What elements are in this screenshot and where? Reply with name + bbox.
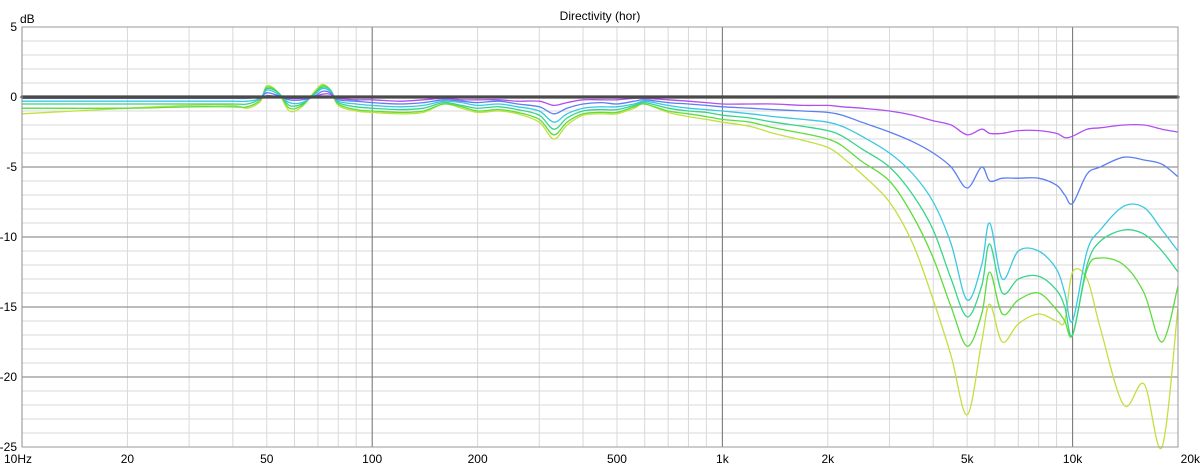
y-tick-label: -15 [0,300,17,314]
x-tick-label: 2k [821,452,835,466]
plot-frame [21,26,1179,448]
y-tick-label: -10 [0,230,17,244]
x-tick-label: 10Hz [4,452,32,466]
x-tick-label: 1k [716,452,730,466]
y-tick-label: -20 [0,370,17,384]
x-tick-label: 200 [468,452,488,466]
y-tick-labels: 5 0 -5 -10 -15 -20 -25 [0,20,17,454]
x-tick-label: 100 [362,452,382,466]
x-tick-labels: 10Hz 20 50 100 200 500 1k 2k 5k 10k 20k [4,452,1201,466]
y-tick-label: 0 [10,90,17,104]
y-tick-label: -5 [6,160,17,174]
y-tick-label: 5 [10,20,17,34]
x-tick-label: 50 [260,452,274,466]
chart-title: Directivity (hor) [560,9,641,23]
x-tick-label: 20k [1181,452,1201,466]
x-tick-label: 5k [961,452,975,466]
x-tick-label: 500 [607,452,627,466]
x-tick-label: 10k [1063,452,1083,466]
y-axis-unit-label: dB [20,12,35,26]
x-tick-label: 20 [121,452,135,466]
y-tick-label: -25 [0,440,17,454]
series-layer [20,83,1180,450]
